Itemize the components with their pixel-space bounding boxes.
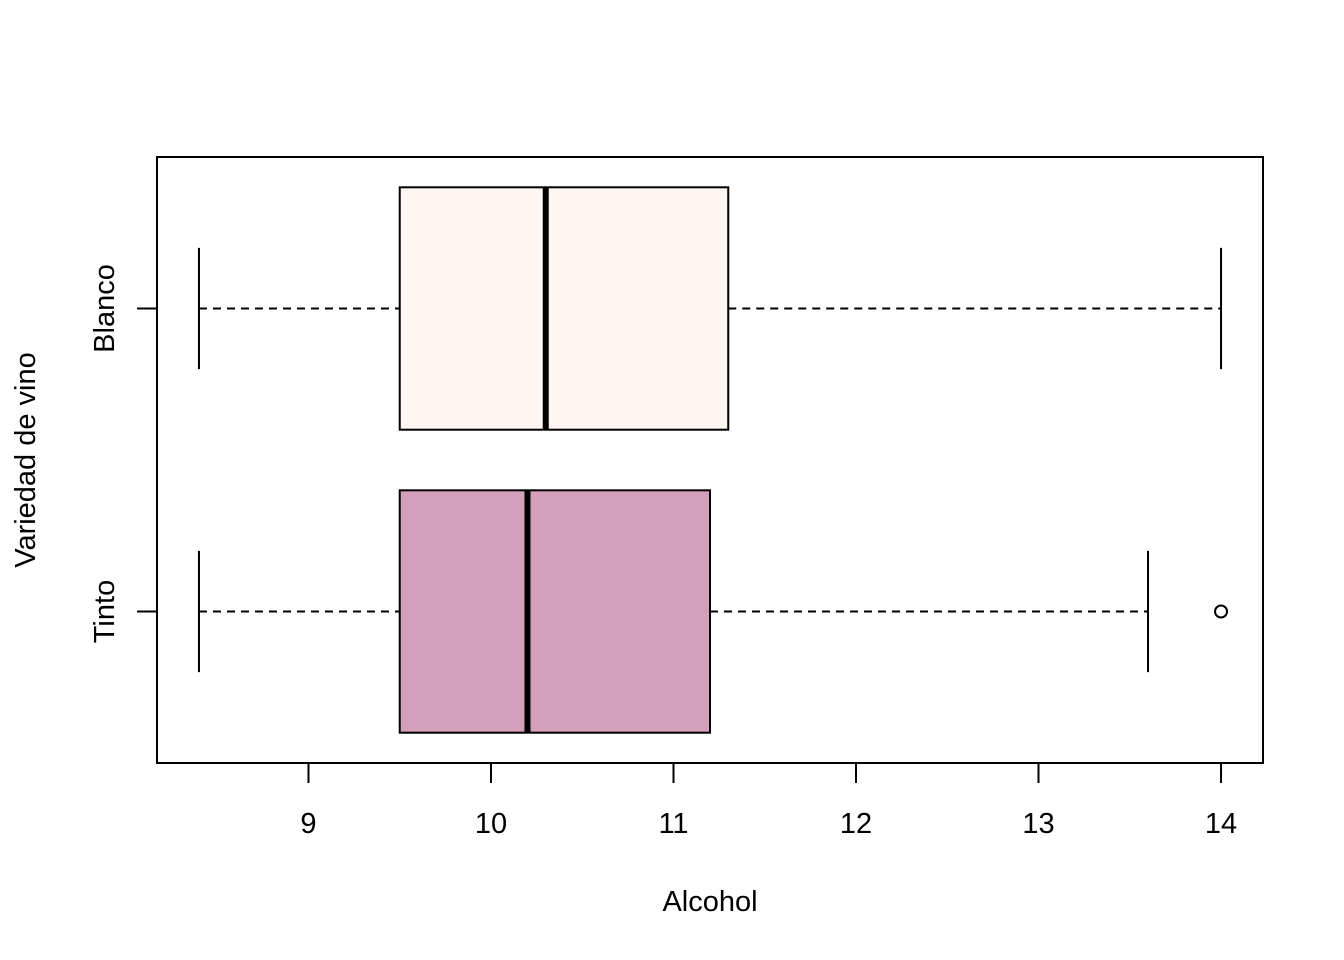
iqr-box xyxy=(398,489,711,734)
y-tick-label: Tinto xyxy=(89,580,121,643)
x-tick-label: 14 xyxy=(1205,808,1237,840)
x-tick-label: 11 xyxy=(658,808,688,840)
outlier-point xyxy=(1214,604,1229,619)
box-group xyxy=(197,186,1229,734)
box-blanco xyxy=(197,186,1223,431)
x-tick-label: 9 xyxy=(300,808,316,840)
x-axis: 9 10 11 12 13 14 xyxy=(300,762,1237,840)
y-axis-label: Variedad de vino xyxy=(10,352,42,568)
y-axis: Tinto Blanco xyxy=(89,264,158,643)
y-tick-label: Blanco xyxy=(89,264,121,353)
iqr-box xyxy=(398,186,730,431)
x-axis-label: Alcohol xyxy=(662,886,757,918)
x-tick-label: 13 xyxy=(1022,808,1054,840)
x-tick-label: 10 xyxy=(475,808,507,840)
x-tick-label: 12 xyxy=(840,808,872,840)
box-tinto xyxy=(197,489,1229,734)
